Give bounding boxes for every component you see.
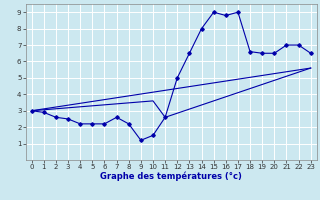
- X-axis label: Graphe des températures (°c): Graphe des températures (°c): [100, 172, 242, 181]
